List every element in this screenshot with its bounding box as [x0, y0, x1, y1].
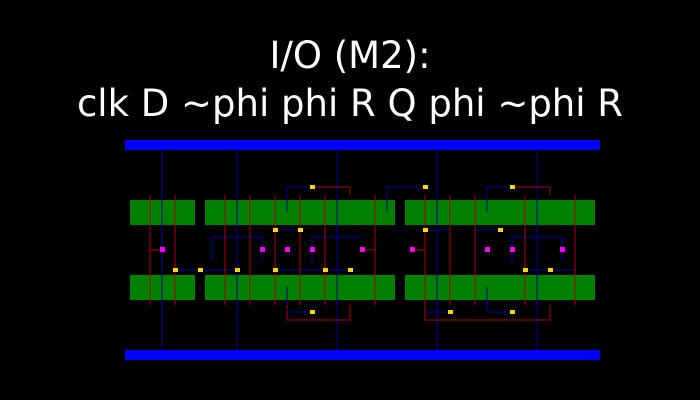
pin [260, 247, 265, 252]
pin [360, 247, 365, 252]
contact [235, 268, 240, 272]
contact [173, 268, 178, 272]
pin [485, 247, 490, 252]
pin [510, 247, 515, 252]
pin [310, 247, 315, 252]
bottom-power-rail [125, 350, 600, 360]
diffusion-top-3 [405, 200, 595, 225]
contact [310, 185, 315, 189]
pin [160, 247, 165, 252]
contact [348, 268, 353, 272]
contact [423, 228, 428, 232]
contact [323, 268, 328, 272]
contact [198, 268, 203, 272]
pin [410, 247, 415, 252]
diffusion-bottom-3 [405, 275, 595, 300]
contact [498, 228, 503, 232]
contact [448, 310, 453, 314]
contacts [173, 185, 553, 314]
diagram-title-line-1: I/O (M2): [269, 34, 431, 77]
top-power-rail [125, 140, 600, 150]
contact [548, 268, 553, 272]
pin [285, 247, 290, 252]
contact [423, 185, 428, 189]
contact [273, 228, 278, 232]
pins [160, 247, 565, 252]
contact [298, 228, 303, 232]
pin [560, 247, 565, 252]
contact [310, 310, 315, 314]
contact [510, 185, 515, 189]
contact [273, 268, 278, 272]
contact [523, 268, 528, 272]
poly-gates [149, 186, 576, 321]
diagram-title-line-2: clk D ~phi phi R Q phi ~phi R [76, 82, 624, 125]
contact [510, 310, 515, 314]
